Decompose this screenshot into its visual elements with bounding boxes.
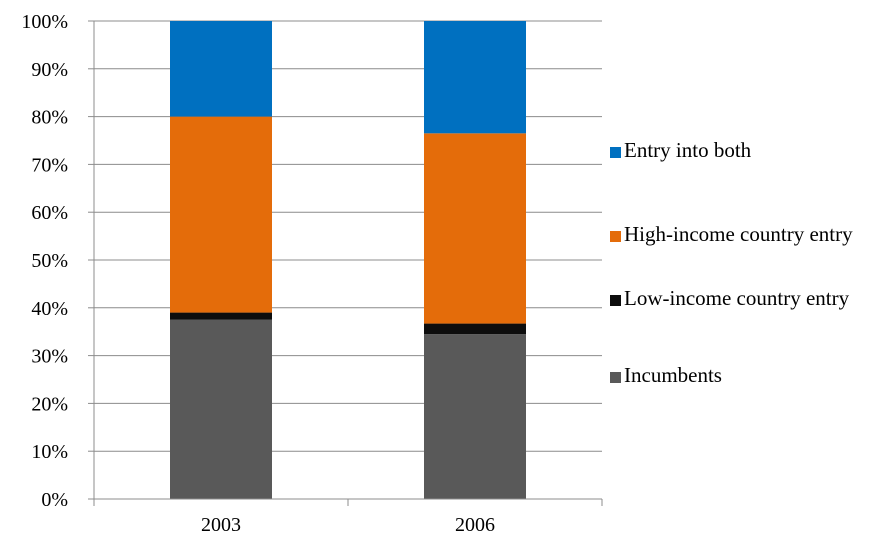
y-tick-label: 90% [31,59,68,81]
legend-swatch-low-income-country-entry [610,295,621,306]
bar-segment-incumbents-2003 [170,319,272,499]
y-tick-label: 30% [31,346,68,368]
y-tick-label: 40% [31,298,68,320]
bar-segment-incumbents-2006 [424,334,526,499]
bar-segment-entry-into-both-2003 [170,21,272,117]
y-tick-label: 10% [31,441,68,463]
legend-swatch-entry-into-both [610,147,621,158]
x-tick-label: 2006 [455,514,495,536]
bar-segment-low-income-country-entry-2003 [170,312,272,320]
legend-item-low-income-country-entry: Low-income country entry [610,286,849,313]
x-axis: 2003 2006 [93,498,603,536]
y-tick-label: 80% [31,107,68,129]
legend-label: High-income country entry [624,222,853,246]
legend-label: Incumbents [624,363,722,387]
y-tick-label: 20% [31,393,68,415]
legend-label: Entry into both [624,138,752,162]
legend-item-high-income-country-entry: High-income country entry [610,222,853,249]
bar-segment-high-income-country-entry-2006 [424,133,526,324]
legend-item-incumbents: Incumbents [610,363,722,390]
bar-segment-entry-into-both-2006 [424,21,526,134]
y-tick-label: 50% [31,250,68,272]
bars [170,21,526,499]
y-tick-label: 0% [41,489,68,511]
legend-item-entry-into-both: Entry into both [610,138,751,165]
y-tick-label: 100% [21,11,68,33]
y-tick-label: 60% [31,202,68,224]
y-axis-tick-labels: 0% 10% 20% 30% 40% 50% 60% 70% 80% 90% 100% [21,11,68,511]
legend-swatch-high-income-country-entry [610,231,621,242]
y-tick-label: 70% [31,154,68,176]
legend-label: Low-income country entry [624,286,850,310]
legend-swatch-incumbents [610,372,621,383]
bar-segment-high-income-country-entry-2003 [170,116,272,313]
x-tick-label: 2003 [201,514,241,536]
bar-segment-low-income-country-entry-2006 [424,323,526,335]
